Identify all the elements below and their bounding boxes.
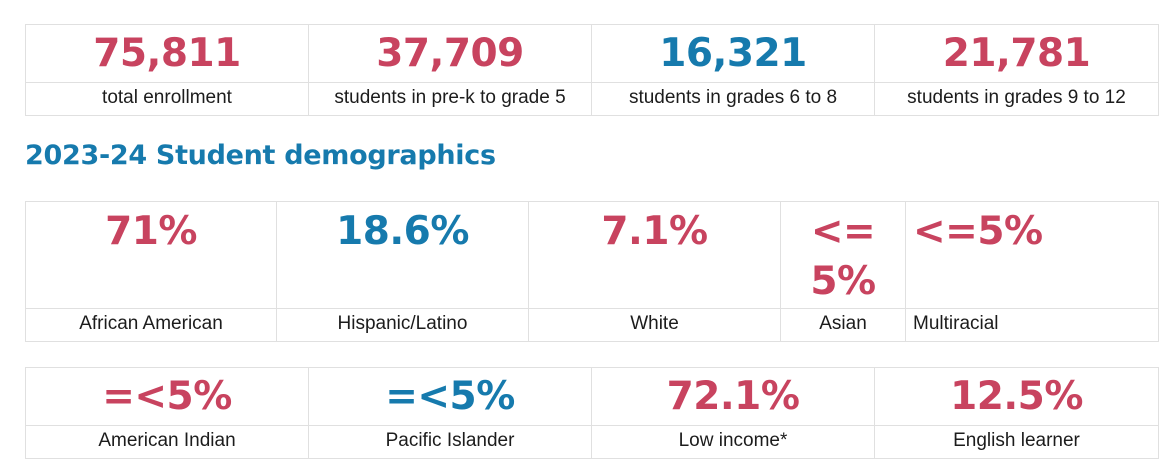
stat-value: 7.1% bbox=[601, 209, 708, 254]
stat-label: Pacific Islander bbox=[385, 430, 515, 451]
stat-label-cell: Pacific Islander bbox=[308, 425, 592, 459]
stat-label: White bbox=[630, 313, 679, 334]
stat-value: 12.5% bbox=[950, 374, 1083, 419]
stat-cell-total-enrollment: 75,811 bbox=[25, 24, 309, 83]
stat-label: students in grades 6 to 8 bbox=[628, 87, 838, 108]
stat-label-cell: students in grades 6 to 8 bbox=[591, 82, 875, 116]
stat-cell-hispanic-latino: 18.6% bbox=[276, 201, 529, 309]
demographics-table: 71% 18.6% 7.1% <=5% <=5% African America… bbox=[25, 201, 1159, 342]
stat-value: 37,709 bbox=[376, 31, 524, 76]
stat-value: 71% bbox=[105, 209, 197, 254]
stat-cell-asian: <=5% bbox=[780, 201, 906, 309]
stat-label: American Indian bbox=[98, 430, 236, 451]
stat-label: African American bbox=[79, 313, 223, 334]
stat-value: 21,781 bbox=[942, 31, 1091, 76]
stat-label-cell: students in grades 9 to 12 bbox=[874, 82, 1159, 116]
stat-label: Low income* bbox=[678, 430, 788, 451]
stat-value: <=5% bbox=[913, 209, 1043, 254]
stat-label: Hispanic/Latino bbox=[337, 313, 468, 334]
stat-cell-low-income: 72.1% bbox=[591, 367, 875, 426]
other-stats-table: =<5% =<5% 72.1% 12.5% American Indian Pa… bbox=[25, 367, 1159, 459]
stat-cell-white: 7.1% bbox=[528, 201, 781, 309]
stat-value: 16,321 bbox=[659, 31, 807, 76]
stat-label-cell: students in pre-k to grade 5 bbox=[308, 82, 592, 116]
stat-value: 72.1% bbox=[666, 374, 800, 419]
stat-value: 75,811 bbox=[93, 31, 241, 76]
stat-label: Multiracial bbox=[913, 313, 999, 334]
stat-cell-pre-k-grade-5: 37,709 bbox=[308, 24, 592, 83]
stat-label-cell: English learner bbox=[874, 425, 1159, 459]
stat-label-cell: Asian bbox=[780, 308, 906, 342]
stat-cell-grades-6-8: 16,321 bbox=[591, 24, 875, 83]
stat-label-cell: American Indian bbox=[25, 425, 309, 459]
stat-label-cell: White bbox=[528, 308, 781, 342]
stat-label-cell: Multiracial bbox=[905, 308, 1159, 342]
enrollment-stats-table: 75,811 37,709 16,321 21,781 total enroll… bbox=[25, 24, 1159, 116]
stat-cell-multiracial: <=5% bbox=[905, 201, 1159, 309]
stat-label: Asian bbox=[819, 313, 867, 334]
stat-label: total enrollment bbox=[102, 87, 232, 108]
stat-value: 18.6% bbox=[336, 209, 469, 254]
stat-label-cell: African American bbox=[25, 308, 277, 342]
stat-cell-grades-9-12: 21,781 bbox=[874, 24, 1159, 83]
stat-label: English learner bbox=[953, 430, 1080, 451]
stat-value: <=5% bbox=[810, 209, 876, 304]
stat-value: =<5% bbox=[385, 374, 515, 419]
stat-label-cell: Hispanic/Latino bbox=[276, 308, 529, 342]
stat-cell-english-learner: 12.5% bbox=[874, 367, 1159, 426]
stat-value: =<5% bbox=[102, 374, 232, 419]
stat-label-cell: total enrollment bbox=[25, 82, 309, 116]
stat-label: students in grades 9 to 12 bbox=[907, 87, 1126, 108]
stat-cell-african-american: 71% bbox=[25, 201, 277, 309]
stat-cell-american-indian: =<5% bbox=[25, 367, 309, 426]
section-heading-demographics: 2023-24 Student demographics bbox=[25, 140, 496, 171]
stat-label-cell: Low income* bbox=[591, 425, 875, 459]
stat-label: students in pre-k to grade 5 bbox=[334, 87, 566, 108]
stat-cell-pacific-islander: =<5% bbox=[308, 367, 592, 426]
